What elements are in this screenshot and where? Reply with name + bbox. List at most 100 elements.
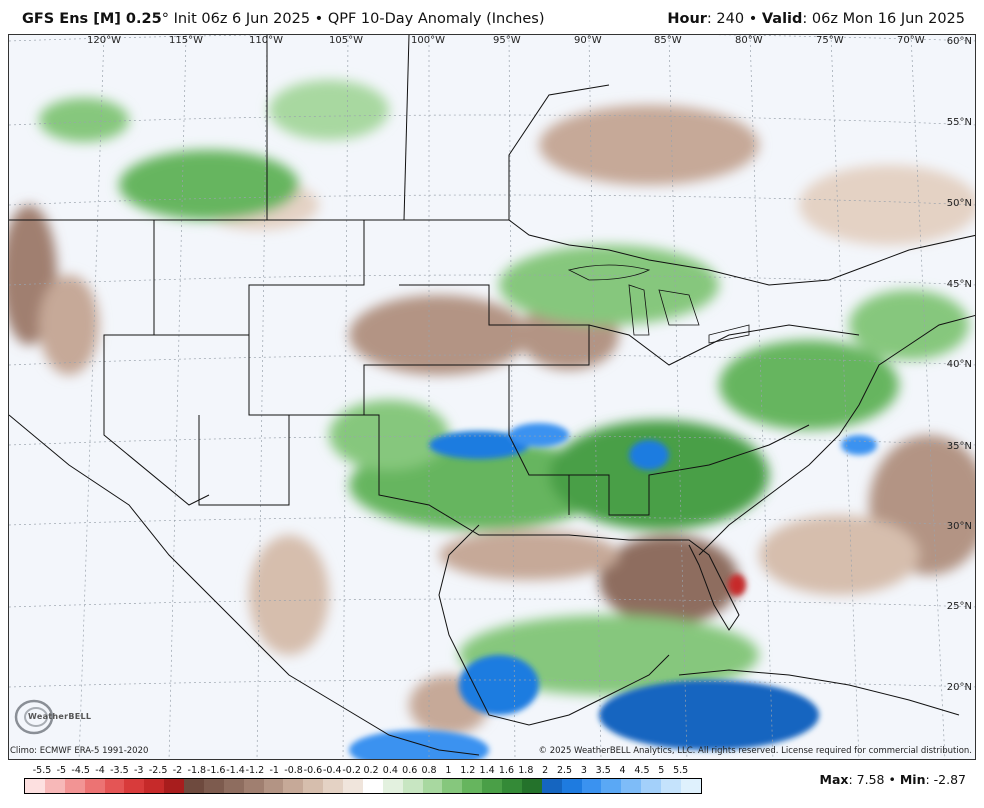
- legend-tick-label: -3: [134, 765, 144, 776]
- anomaly-map[interactable]: 120°W 115°W 110°W 105°W 100°W 95°W 90°W …: [8, 34, 976, 760]
- max-min-stats: Max: 7.58 • Min: -2.87: [820, 772, 966, 787]
- graticule: [9, 35, 975, 759]
- degree-symbol: °: [161, 11, 169, 27]
- kansas-oklahoma-border: [399, 364, 570, 515]
- manitoba-saskatchewan-border: [403, 35, 410, 221]
- legend-swatch: [25, 779, 45, 793]
- very-dry-south-florida: [728, 574, 746, 596]
- legend-swatch: [561, 779, 582, 793]
- legend-tick-label: -0.4: [323, 765, 342, 776]
- stats-bullet: •: [888, 772, 896, 787]
- legend-tick-label: 0.4: [382, 765, 398, 776]
- legend-tick-label: -2: [172, 765, 183, 776]
- copyright-note: © 2025 WeatherBELL Analytics, LLC. All r…: [538, 746, 972, 756]
- legend-swatch: [283, 779, 304, 793]
- lat-label: 55°N: [946, 117, 972, 128]
- legend-tick-label: 0.8: [421, 765, 437, 776]
- legend-tick-label: -0.8: [284, 765, 303, 776]
- lake-huron: [658, 289, 700, 326]
- legend-swatch: [462, 779, 483, 793]
- legend-tick-label: 3: [580, 765, 587, 776]
- dry-area-gulf: [439, 530, 619, 580]
- dry-area-plains: [349, 295, 529, 375]
- very-wet-offshore: [841, 435, 877, 455]
- lat-label: 45°N: [946, 279, 972, 290]
- caribbean-islands: [678, 669, 960, 716]
- legend-tick-label: -5: [56, 765, 67, 776]
- legend-tick-label: -5.5: [32, 765, 52, 776]
- lat-label: 40°N: [946, 359, 972, 370]
- lake-superior: [567, 264, 651, 281]
- us-canada-border: [9, 219, 975, 286]
- lon-label: 85°W: [654, 35, 682, 46]
- legend-swatch: [184, 779, 204, 793]
- valid-bullet: •: [748, 11, 758, 27]
- east-coastline: [698, 315, 975, 556]
- legend-swatch: [641, 779, 661, 793]
- logo-text: WeatherBELL: [28, 712, 92, 721]
- color-legend: [24, 778, 702, 794]
- climo-note: Climo: ECMWF ERA-5 1991-2020: [10, 746, 149, 756]
- lon-label: 70°W: [897, 35, 925, 46]
- legend-swatch: [402, 779, 423, 793]
- lat-label: 20°N: [946, 682, 972, 693]
- legend-swatch: [362, 779, 383, 793]
- legend-tick-label: 3.5: [595, 765, 611, 776]
- legend-tick-label: -2.5: [148, 765, 168, 776]
- dry-area-mexico-north: [249, 535, 329, 655]
- lon-label: 110°W: [249, 35, 283, 46]
- min-value: : -2.87: [925, 772, 966, 787]
- idaho-montana-border: [154, 220, 365, 336]
- legend-swatch: [124, 779, 145, 793]
- legend-tick-label: 4: [619, 765, 626, 776]
- legend-swatch: [521, 779, 542, 793]
- florida-coastline: [509, 534, 740, 631]
- very-wet-oklahoma: [429, 431, 529, 459]
- wet-area-alberta: [119, 150, 299, 220]
- southeast-borders: [569, 424, 810, 516]
- legend-swatch: [422, 779, 443, 793]
- wet-area-new-mexico: [329, 400, 449, 470]
- legend-tick-label: 1.2: [460, 765, 476, 776]
- midwest-borders: [588, 324, 860, 366]
- product-name: QPF 10-Day Anomaly (Inches): [327, 11, 545, 27]
- legend-tick-label: -3.5: [110, 765, 129, 776]
- legend-swatch: [621, 779, 642, 793]
- lon-label: 90°W: [574, 35, 602, 46]
- wet-area-great-lakes: [499, 245, 719, 325]
- title-bullet: •: [314, 11, 324, 27]
- lon-label: 80°W: [735, 35, 763, 46]
- legend-tick-label: 1.4: [479, 765, 495, 776]
- map-canvas: [9, 35, 975, 759]
- legend-swatch: [64, 779, 85, 793]
- legend-swatch: [144, 779, 165, 793]
- lake-michigan: [628, 284, 650, 336]
- lon-label: 95°W: [493, 35, 521, 46]
- swirl-logo-icon: [14, 699, 54, 735]
- legend-swatch: [104, 779, 125, 793]
- map-title: GFS Ens [M] 0.25° Init 06z 6 Jun 2025 • …: [22, 11, 545, 27]
- model-name: GFS Ens [M] 0.25: [22, 11, 162, 27]
- heavy-anomaly-field: [349, 423, 877, 759]
- arizona-nm-border: [198, 415, 290, 506]
- lat-label: 50°N: [946, 198, 972, 209]
- legend-tick-label: -1.6: [206, 765, 226, 776]
- legend-tick-label: -1: [269, 765, 279, 776]
- dry-area-quebec: [799, 165, 975, 245]
- lon-label: 120°W: [87, 35, 121, 46]
- hour-label: Hour: [667, 11, 707, 27]
- west-state-borders: [103, 220, 210, 506]
- legend-swatch: [343, 779, 363, 793]
- header: GFS Ens [M] 0.25° Init 06z 6 Jun 2025 • …: [0, 0, 984, 34]
- lon-label: 115°W: [169, 35, 203, 46]
- legend-tick-label: 4.5: [634, 765, 650, 776]
- wet-area-new-england: [849, 290, 969, 360]
- plains-borders: [399, 284, 590, 366]
- legend-swatch: [382, 779, 403, 793]
- valid-info: Hour: 240 • Valid: 06z Mon 16 Jun 2025: [667, 11, 965, 27]
- legend-tick-label: -4: [95, 765, 105, 776]
- init-time: Init 06z 6 Jun 2025: [173, 11, 311, 27]
- very-wet-arkansas: [509, 423, 569, 447]
- lat-label: 30°N: [946, 521, 972, 532]
- lat-label: 35°N: [946, 441, 972, 452]
